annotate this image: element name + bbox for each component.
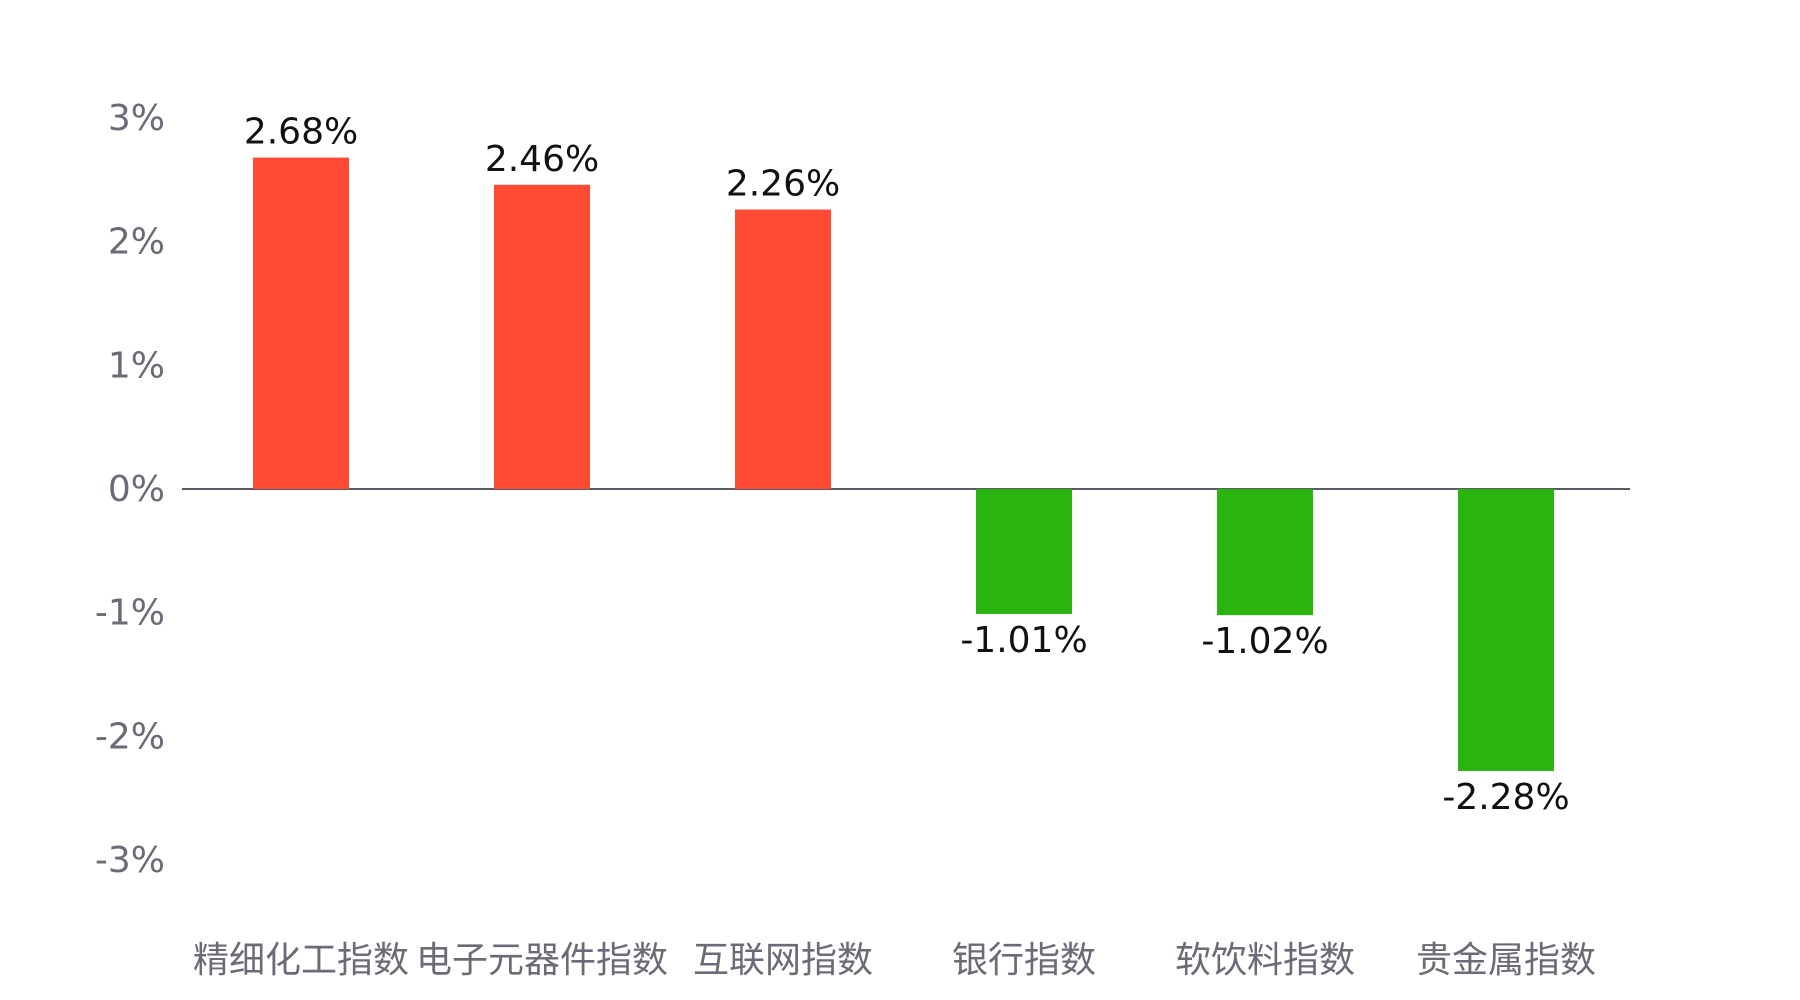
x-tick-label: 互联网指数: [693, 940, 873, 981]
data-label: 2.26%: [726, 164, 840, 205]
y-tick-label: -1%: [95, 593, 165, 634]
bar: [735, 209, 831, 489]
data-label: 2.68%: [244, 112, 358, 153]
bar: [494, 184, 590, 489]
x-tick-label: 银行指数: [952, 940, 1096, 981]
y-axis-ticks: 3% 2% 1% 0% -1% -2% -3%: [95, 98, 165, 881]
x-tick-label: 电子元器件指数: [416, 940, 668, 981]
data-label: 2.46%: [485, 139, 599, 180]
data-labels: 2.68% 2.46% 2.26% -1.01% -1.02% -2.28%: [244, 112, 1570, 818]
y-tick-label: -2%: [95, 716, 165, 757]
data-label: -1.01%: [960, 620, 1087, 661]
y-tick-label: 2%: [108, 222, 165, 263]
y-tick-label: 1%: [108, 345, 165, 386]
data-label: -1.02%: [1201, 621, 1328, 662]
bars: [253, 157, 1554, 771]
x-tick-label: 贵金属指数: [1416, 940, 1596, 981]
y-tick-label: -3%: [95, 840, 165, 881]
bar: [1217, 489, 1313, 616]
x-tick-label: 软饮料指数: [1175, 940, 1355, 981]
y-tick-label: 3%: [108, 98, 165, 139]
y-tick-label: 0%: [108, 469, 165, 510]
data-label: -2.28%: [1442, 777, 1569, 818]
x-axis-ticks: 精细化工指数 电子元器件指数 互联网指数 银行指数 软饮料指数 贵金属指数: [193, 940, 1596, 981]
bar: [976, 489, 1072, 614]
bar: [1458, 489, 1554, 771]
bar: [253, 157, 349, 489]
x-tick-label: 精细化工指数: [193, 940, 409, 981]
